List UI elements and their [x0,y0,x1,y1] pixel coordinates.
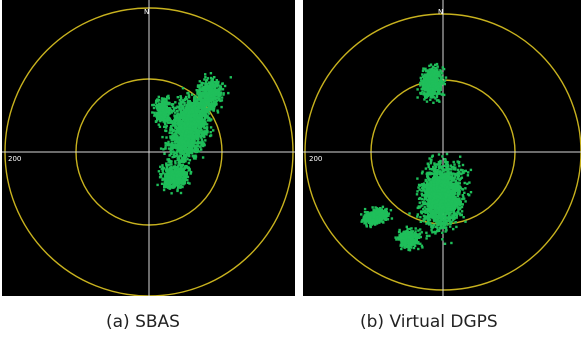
north-label: N [144,8,149,16]
caption-virtual-dgps: (b) Virtual DGPS [360,312,498,332]
scatter-panel-sbas: N 200 [2,0,295,296]
caption-sbas: (a) SBAS [106,312,180,332]
range-label: 200 [309,155,322,163]
north-label: N [438,8,443,16]
position-fix-cloud [360,62,473,252]
range-label: 200 [8,155,21,163]
scatter-panel-virtual-dgps: N 200 [303,0,581,296]
position-fix-cloud [151,72,232,195]
scatter-plot-virtual-dgps: N 200 [303,0,581,296]
scatter-plot-sbas: N 200 [2,0,295,296]
